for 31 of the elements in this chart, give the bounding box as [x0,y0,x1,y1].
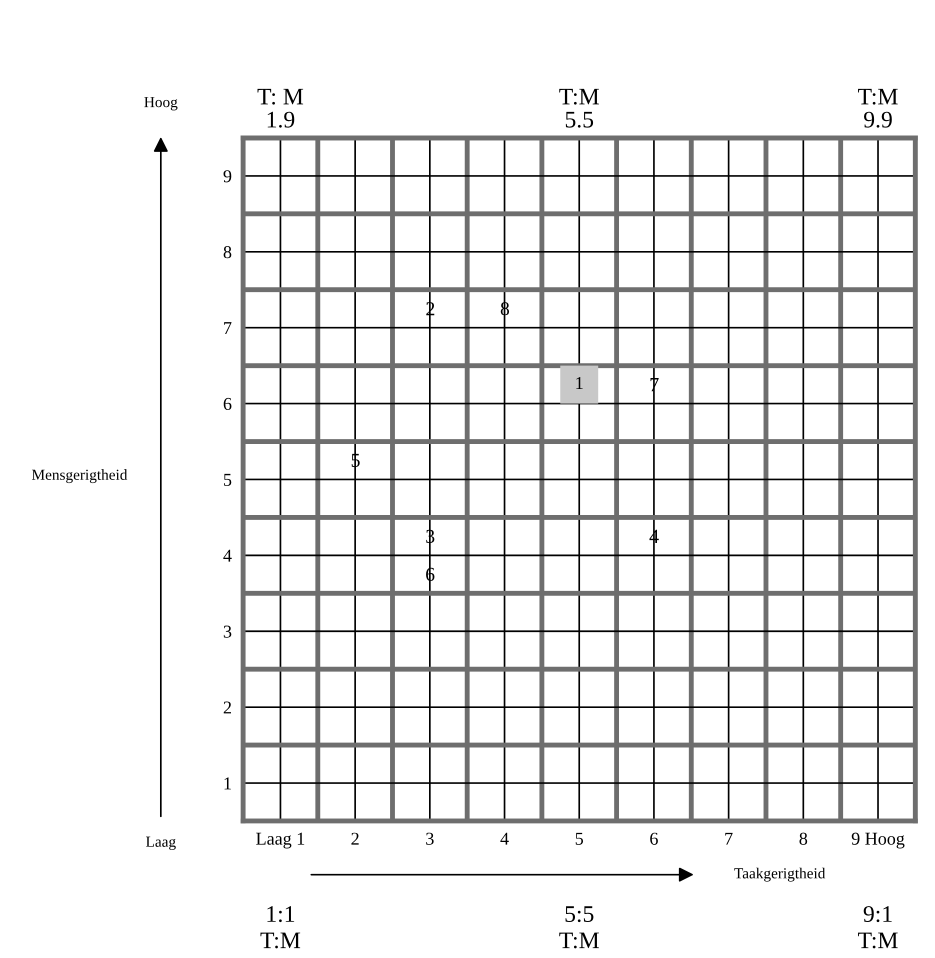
y-tick-label: 2 [224,701,231,714]
text: Mensgerigtheid [32,469,128,484]
y-tick-label: 7 [224,322,232,334]
text: T:M 9.9 [858,88,898,128]
text: 1:1 T:M [260,906,300,948]
text: Laag [146,836,176,850]
x-tick-label: 6 [650,832,658,845]
y-tick-label: 5 [224,474,232,486]
y-tick-label: 1 [224,777,231,790]
x-tick-label: 7 [725,832,733,845]
y-tick-label: 8 [224,246,232,258]
y-tick-label: 9 [224,170,232,182]
x-tick-label: 5 [576,832,584,845]
x-tick-label: 8 [799,832,808,845]
x-axis-title: Taakgerigtheid [734,868,826,882]
point [560,366,598,404]
series-label: 1 [576,377,583,389]
point [649,530,659,543]
y-tick-label: 4 [223,550,232,562]
text: T: M 1.9 [258,88,304,128]
text: 5:5 T:M [559,906,599,948]
text: Hoog [144,97,178,110]
text: T:M 5.5 [559,88,599,128]
x-tick-label: Laag 1 [256,832,304,848]
y-tick-label: 6 [224,398,232,410]
x-tick-label: 2 [351,832,359,845]
y-tick-label: 3 [224,626,232,638]
x-tick-label: 4 [500,832,509,845]
x-tick-label: 3 [426,832,434,845]
x-tick-label: 9 Hoog [852,832,905,848]
text: 9:1 T:M [858,906,898,948]
